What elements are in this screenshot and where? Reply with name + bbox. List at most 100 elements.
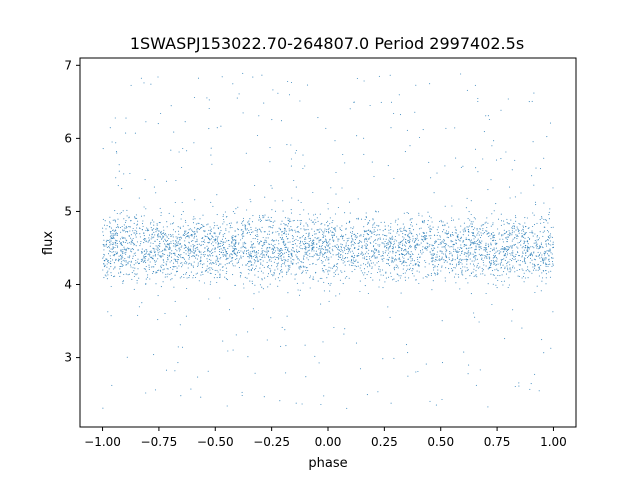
data-point	[112, 268, 115, 270]
data-point	[219, 258, 221, 260]
data-point	[547, 235, 549, 237]
data-point	[488, 232, 490, 234]
data-point	[423, 222, 425, 224]
data-point	[264, 214, 266, 216]
data-point	[397, 250, 399, 252]
data-point	[137, 268, 139, 270]
data-point	[261, 279, 263, 281]
data-point	[287, 260, 289, 262]
data-point	[307, 250, 309, 252]
data-point	[477, 244, 479, 246]
data-point	[463, 243, 465, 246]
data-point	[342, 255, 344, 257]
data-point	[141, 229, 143, 231]
data-point	[246, 232, 248, 235]
data-point	[401, 241, 403, 243]
data-point	[209, 269, 211, 271]
data-point	[177, 230, 180, 232]
data-point	[330, 256, 332, 258]
data-point	[312, 221, 315, 223]
data-point	[262, 254, 264, 256]
data-point	[179, 277, 181, 279]
data-point	[444, 253, 446, 255]
data-point	[159, 243, 161, 245]
data-point	[431, 248, 433, 250]
data-point	[465, 207, 467, 209]
data-point	[261, 244, 263, 247]
data-point	[371, 266, 373, 268]
data-point	[156, 248, 158, 250]
data-point	[409, 267, 411, 269]
data-point	[302, 270, 304, 272]
data-point	[483, 232, 485, 234]
data-point	[495, 239, 497, 242]
data-point	[285, 236, 288, 238]
data-point	[457, 247, 459, 249]
data-point	[300, 244, 302, 247]
data-point	[233, 239, 236, 241]
data-point	[465, 278, 467, 280]
data-point	[119, 238, 122, 240]
data-point	[426, 232, 428, 234]
data-point	[464, 227, 466, 229]
data-point	[125, 260, 127, 262]
data-point	[455, 239, 457, 241]
data-point	[269, 147, 271, 149]
data-point	[517, 242, 519, 244]
x-tick-label: 0.25	[371, 435, 398, 449]
data-point	[215, 259, 217, 261]
data-point	[371, 267, 373, 269]
data-point	[160, 212, 162, 214]
data-point	[141, 251, 143, 253]
data-point	[364, 241, 366, 243]
data-point	[455, 232, 457, 234]
data-point	[472, 232, 474, 234]
data-point	[156, 224, 158, 226]
data-point	[175, 236, 177, 238]
data-point	[363, 153, 365, 155]
data-point	[545, 219, 547, 221]
data-point	[362, 245, 364, 247]
data-point	[153, 236, 155, 238]
data-point	[416, 235, 419, 237]
data-point	[261, 250, 263, 252]
data-point	[479, 228, 481, 230]
data-point	[197, 262, 199, 264]
data-point	[432, 260, 434, 262]
data-point	[441, 362, 444, 364]
data-point	[489, 262, 491, 264]
data-point	[320, 403, 322, 406]
data-point	[344, 257, 347, 259]
data-point	[222, 249, 224, 251]
data-point	[198, 280, 200, 282]
data-point	[202, 214, 204, 216]
data-point	[168, 234, 170, 236]
data-point	[287, 251, 290, 253]
data-point	[546, 229, 549, 232]
data-point	[401, 248, 403, 250]
data-point	[492, 274, 494, 276]
data-point	[373, 245, 375, 247]
data-point	[203, 239, 205, 241]
data-point	[386, 247, 388, 249]
data-point	[218, 253, 221, 256]
data-point	[342, 262, 344, 264]
data-point	[348, 222, 350, 224]
data-point	[535, 244, 538, 246]
data-point	[177, 256, 179, 259]
data-point	[155, 283, 157, 285]
data-point	[176, 259, 178, 261]
data-point	[458, 218, 460, 220]
data-point	[400, 260, 402, 262]
data-point	[157, 236, 159, 238]
data-point	[323, 271, 325, 273]
data-point	[287, 264, 289, 266]
data-point	[520, 192, 522, 194]
data-point	[493, 256, 495, 258]
data-point	[526, 250, 528, 253]
data-point	[143, 242, 145, 244]
data-point	[464, 244, 466, 247]
data-point	[385, 250, 387, 252]
data-point	[225, 252, 227, 254]
data-point	[242, 112, 244, 114]
